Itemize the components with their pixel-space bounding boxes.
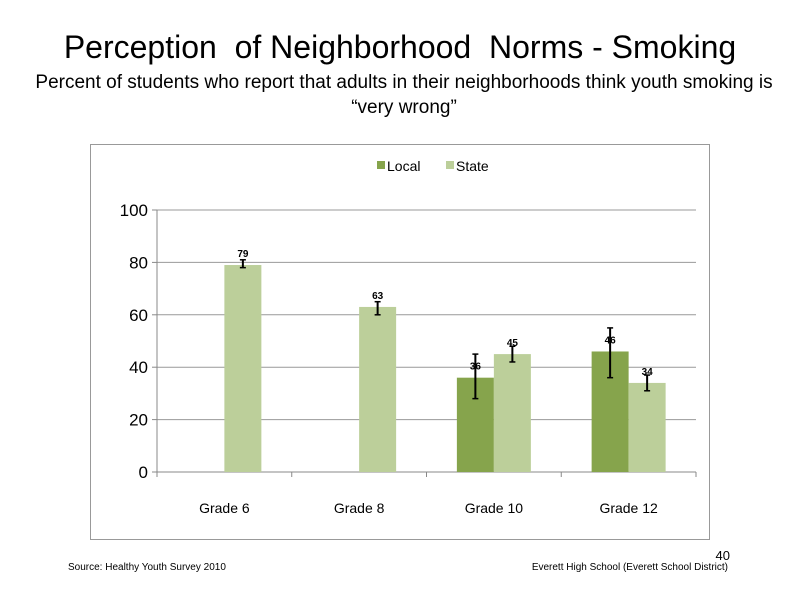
- y-tick-label: 40: [129, 358, 148, 377]
- school-name: Everett High School (Everett School Dist…: [531, 562, 728, 573]
- y-tick-label: 80: [129, 253, 148, 272]
- chart-title: Perception of Neighborhood Norms - Smoki…: [63, 29, 737, 65]
- bar-state: [493, 354, 531, 472]
- data-label: 79: [237, 249, 249, 260]
- data-label: 34: [642, 367, 654, 378]
- y-tick-label: 20: [129, 411, 148, 430]
- legend-swatch-state: [446, 161, 454, 169]
- data-label: 36: [470, 362, 482, 373]
- legend-label-state: State: [456, 158, 489, 174]
- data-label: 46: [605, 335, 617, 346]
- x-tick-label: Grade 6: [199, 500, 250, 516]
- chart-subtitle: Percent of students who report that adul…: [35, 72, 773, 118]
- page-number: 40: [715, 548, 730, 563]
- x-tick-label: Grade 12: [599, 500, 658, 516]
- bar-state: [224, 265, 262, 472]
- source-note: Source: Healthy Youth Survey 2010: [68, 562, 226, 573]
- legend-label-local: Local: [387, 158, 420, 174]
- x-tick-label: Grade 10: [465, 500, 524, 516]
- y-tick-label: 60: [129, 306, 148, 325]
- y-tick-label: 100: [120, 201, 148, 220]
- bar-state: [359, 306, 397, 472]
- data-label: 45: [507, 338, 519, 349]
- data-label: 63: [372, 291, 384, 302]
- x-tick-label: Grade 8: [334, 500, 385, 516]
- legend-swatch-local: [377, 161, 385, 169]
- y-tick-label: 0: [139, 463, 148, 482]
- bar-state: [628, 382, 666, 472]
